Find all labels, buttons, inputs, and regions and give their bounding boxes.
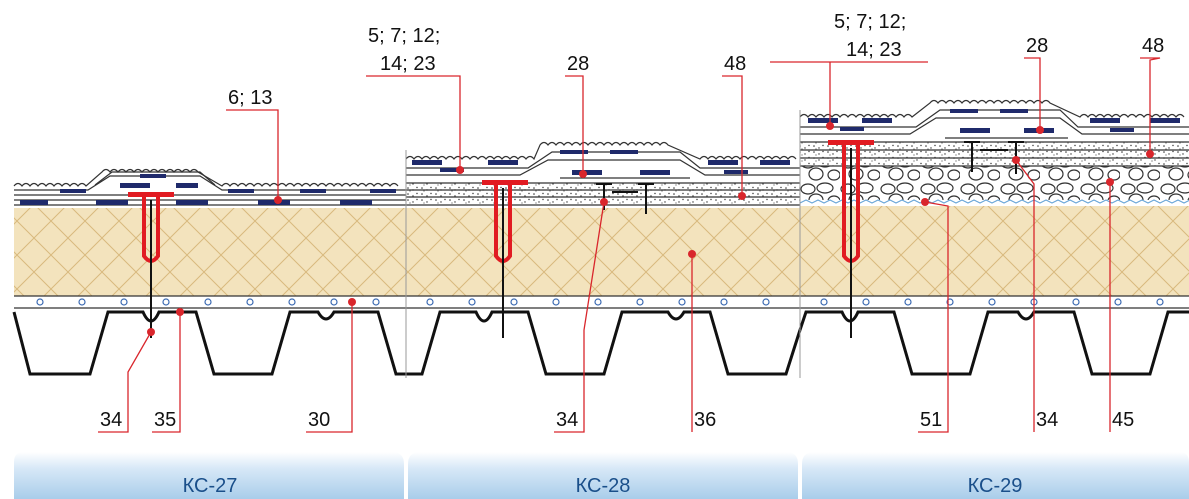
tab-label-ks29: КС-29 bbox=[968, 475, 1023, 497]
panel-ks29 bbox=[798, 99, 1189, 376]
granule-top bbox=[13, 168, 399, 187]
callout-label: 14; 23 bbox=[846, 39, 902, 61]
membrane-dark-strips bbox=[20, 174, 396, 205]
steel-deck bbox=[798, 310, 1189, 376]
callout-label: 30 bbox=[308, 409, 330, 431]
separation-speckle-layer bbox=[800, 142, 1189, 166]
callout-label: 5; 7; 12; bbox=[834, 11, 906, 33]
callout-label: 5; 7; 12; bbox=[368, 25, 440, 47]
panel-ks28 bbox=[405, 141, 802, 376]
gravel-layer bbox=[800, 166, 1189, 200]
callout-label: 28 bbox=[1026, 35, 1048, 57]
granule-top bbox=[405, 141, 797, 161]
fastener bbox=[828, 140, 874, 338]
geotextile-line bbox=[799, 199, 1189, 204]
callout-dots bbox=[147, 122, 1154, 336]
tab-ks29 bbox=[802, 452, 1189, 499]
callout-label: 28 bbox=[567, 53, 589, 75]
vapor-barrier-layer bbox=[406, 295, 800, 309]
fastener bbox=[128, 192, 174, 338]
callout-label: 35 bbox=[154, 409, 176, 431]
insulation-layer bbox=[406, 208, 800, 296]
drainage-tee-fittings bbox=[596, 183, 654, 214]
tab-ks28 bbox=[408, 452, 798, 499]
insulation-layer bbox=[14, 208, 406, 296]
vapor-barrier-circles bbox=[36, 298, 1164, 306]
callout-label: 48 bbox=[1142, 35, 1164, 57]
membrane-dark-strips bbox=[412, 150, 790, 175]
callout-label: 51 bbox=[920, 409, 942, 431]
fastener bbox=[482, 180, 528, 338]
panel-ks27 bbox=[12, 168, 406, 376]
granule-top bbox=[799, 99, 1185, 118]
callout-label: 34 bbox=[100, 409, 122, 431]
callout-label: 14; 23 bbox=[380, 53, 436, 75]
callout-label: 6; 13 bbox=[228, 87, 272, 109]
callout-labels: 6; 13 34 35 30 5; 7; 12; 14; 23 28 48 34… bbox=[100, 11, 1164, 431]
callout-leaders bbox=[98, 57, 1161, 433]
callout-label: 45 bbox=[1112, 409, 1134, 431]
tab-bar: КС-27 КС-28 КС-29 bbox=[14, 452, 1189, 499]
membrane-dark-strips bbox=[808, 109, 1180, 133]
callout-label: 34 bbox=[556, 409, 578, 431]
insulation-layer bbox=[800, 206, 1189, 296]
tab-ks27 bbox=[14, 452, 404, 499]
callout-label: 36 bbox=[694, 409, 716, 431]
tab-label-ks27: КС-27 bbox=[183, 475, 238, 497]
callout-label: 48 bbox=[724, 53, 746, 75]
steel-deck bbox=[406, 310, 802, 376]
steel-deck bbox=[12, 310, 406, 376]
callout-label: 34 bbox=[1036, 409, 1058, 431]
tab-label-ks28: КС-28 bbox=[576, 475, 631, 497]
